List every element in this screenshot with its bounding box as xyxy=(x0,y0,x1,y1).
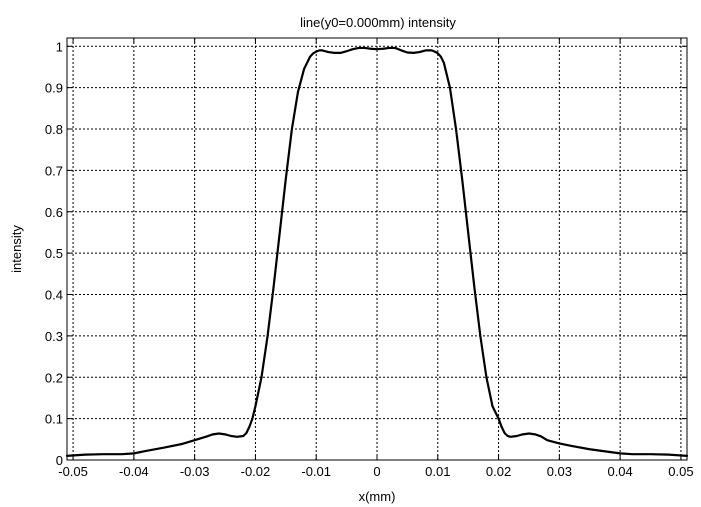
x-tick-label: 0.04 xyxy=(607,464,632,479)
y-tick-label: 0.5 xyxy=(45,246,63,261)
y-tick-label: 0.6 xyxy=(45,205,63,220)
x-tick-label: -0.01 xyxy=(301,464,331,479)
x-tick-label: -0.05 xyxy=(58,464,88,479)
x-tick-label: -0.03 xyxy=(180,464,210,479)
y-tick-label: 0.8 xyxy=(45,122,63,137)
x-axis-label: x(mm) xyxy=(359,489,396,504)
series-line xyxy=(65,46,689,457)
series-layer xyxy=(65,46,689,457)
grid xyxy=(67,38,687,461)
x-tick-label: 0.05 xyxy=(668,464,693,479)
y-tick-label: 0.7 xyxy=(45,163,63,178)
chart-title: line(y0=0.000mm) intensity xyxy=(300,15,456,30)
x-tick-label: 0.01 xyxy=(425,464,450,479)
y-tick-label: 0.1 xyxy=(45,412,63,427)
x-tick-label: 0.02 xyxy=(486,464,511,479)
y-tick-label: 0 xyxy=(56,453,63,468)
y-tick-label: 0.4 xyxy=(45,288,63,303)
y-tick-label: 1 xyxy=(56,39,63,54)
y-tick-label: 0.9 xyxy=(45,81,63,96)
plot-area xyxy=(67,38,687,460)
x-tick-label: 0.03 xyxy=(547,464,572,479)
x-tick-label: 0 xyxy=(373,464,380,479)
y-axis-label: intensity xyxy=(9,225,24,273)
x-tick-label: -0.02 xyxy=(241,464,271,479)
ticks: -0.05 -0.04 -0.03 -0.02 -0.01 0 0.01 0.02 0.03 0.… xyxy=(45,38,694,479)
y-tick-label: 0.2 xyxy=(45,370,63,385)
y-tick-label: 0.3 xyxy=(45,329,63,344)
x-tick-label: -0.04 xyxy=(119,464,149,479)
